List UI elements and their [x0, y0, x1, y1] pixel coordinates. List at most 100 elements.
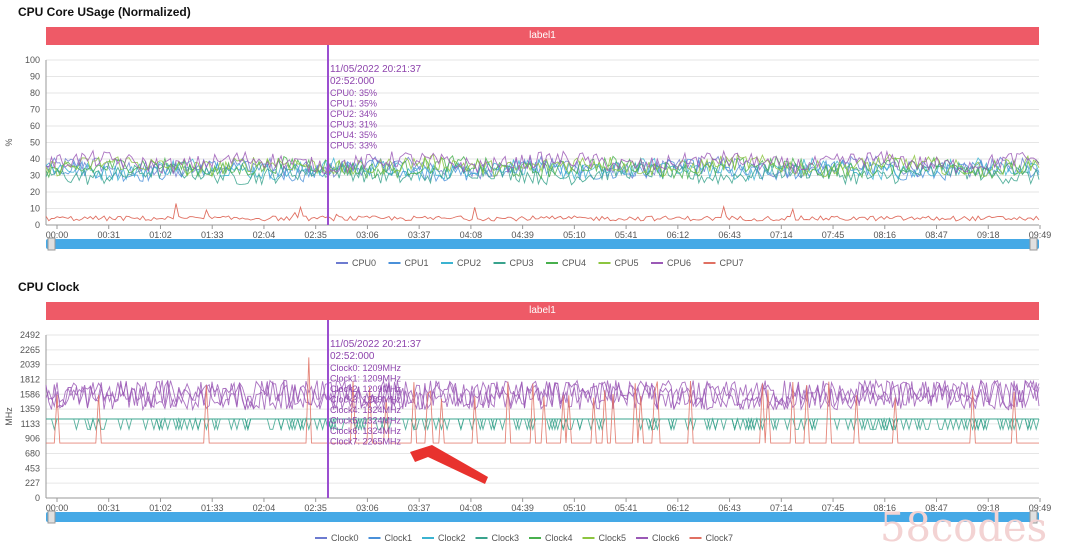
- legend-label-cpu0: CPU0: [352, 258, 376, 268]
- x-tick-label: 08:47: [925, 230, 948, 240]
- y-tick-label: 10: [30, 204, 40, 214]
- tooltip-date: 11/05/2022 20:21:37: [330, 64, 421, 75]
- x-tick-label: 04:39: [511, 230, 534, 240]
- y-tick-label: 2492: [20, 330, 40, 340]
- zoom-slider-track[interactable]: [46, 239, 1039, 249]
- x-tick-label: 03:06: [356, 503, 379, 513]
- series-line-clock6: [45, 379, 1040, 412]
- x-tick-label: 05:10: [563, 230, 586, 240]
- x-tick-label: 04:08: [460, 230, 483, 240]
- y-tick-label: 90: [30, 72, 40, 82]
- x-tick-label: 04:08: [460, 503, 483, 513]
- legend-label-clock0: Clock0: [331, 533, 359, 543]
- series-line-cpu5: [45, 153, 1040, 178]
- y-tick-label: 2265: [20, 345, 40, 355]
- legend-label-clock2: Clock2: [438, 533, 466, 543]
- x-tick-label: 02:04: [253, 230, 276, 240]
- x-tick-label: 01:02: [149, 230, 172, 240]
- y-tick-label: 60: [30, 121, 40, 131]
- watermark: 58codes: [880, 505, 1048, 551]
- y-tick-label: 1359: [20, 404, 40, 414]
- x-tick-label: 03:06: [356, 230, 379, 240]
- zoom-handle-right[interactable]: [1029, 510, 1038, 524]
- x-tick-label: 00:31: [97, 503, 120, 513]
- tooltip-line: Clock4: 1324MHz: [330, 405, 402, 415]
- legend-label-cpu1: CPU1: [405, 258, 429, 268]
- chart-title-cpu-usage: CPU Core USage (Normalized): [18, 5, 191, 19]
- x-tick-label: 09:49: [1029, 230, 1052, 240]
- tooltip-line: CPU5: 33%: [330, 141, 377, 151]
- y-tick-label: 20: [30, 187, 40, 197]
- y-tick-label: 100: [25, 55, 40, 65]
- chart-title-cpu-clock: CPU Clock: [18, 280, 80, 294]
- y-tick-label: 1586: [20, 389, 40, 399]
- tooltip-line: Clock3: 1209MHz: [330, 395, 402, 405]
- x-tick-label: 08:16: [874, 503, 897, 513]
- x-tick-label: 09:49: [1029, 503, 1052, 513]
- y-tick-label: 0: [35, 220, 40, 230]
- y-tick-label: 0: [35, 493, 40, 503]
- y-tick-label: 1133: [21, 419, 40, 429]
- legend-label-clock4: Clock4: [545, 533, 573, 543]
- label-bar-cpu-usage: label1: [46, 27, 1039, 45]
- tooltip-line: Clock5: 1324MHz: [330, 416, 402, 426]
- x-tick-label: 02:35: [304, 230, 327, 240]
- x-tick-label: 06:43: [718, 503, 741, 513]
- label-bar-cpu-clock: label1: [46, 302, 1039, 320]
- legend-label-cpu7: CPU7: [720, 258, 744, 268]
- x-tick-label: 07:14: [770, 230, 793, 240]
- x-tick-label: 07:45: [822, 230, 845, 240]
- zoom-slider-track[interactable]: [46, 512, 1039, 522]
- legend-label-clock1: Clock1: [385, 533, 413, 543]
- zoom-handle-right[interactable]: [1029, 237, 1038, 251]
- tooltip-line: Clock1: 1209MHz: [330, 374, 402, 384]
- legend-label-cpu5: CPU5: [615, 258, 639, 268]
- x-tick-label: 06:12: [667, 230, 690, 240]
- x-tick-label: 01:33: [201, 230, 224, 240]
- y-tick-label: 70: [30, 105, 40, 115]
- x-tick-label: 05:41: [615, 503, 638, 513]
- y-tick-label: 30: [30, 171, 40, 181]
- tooltip-line: Clock6: 1324MHz: [330, 426, 402, 436]
- tooltip-line: CPU3: 31%: [330, 120, 377, 130]
- x-tick-label: 01:33: [201, 503, 224, 513]
- legend-label-clock6: Clock6: [652, 533, 680, 543]
- x-tick-label: 04:39: [511, 503, 534, 513]
- y-tick-label: 1812: [20, 374, 40, 384]
- tooltip-line: Clock0: 1209MHz: [330, 363, 402, 373]
- series-line-cpu6: [45, 149, 1040, 175]
- y-tick-label: 906: [25, 434, 40, 444]
- x-tick-label: 07:45: [822, 503, 845, 513]
- x-tick-label: 05:10: [563, 503, 586, 513]
- tooltip-line: Clock7: 2265MHz: [330, 437, 402, 447]
- x-tick-label: 00:00: [46, 503, 69, 513]
- y-tick-label: 80: [30, 88, 40, 98]
- x-tick-label: 00:31: [97, 230, 120, 240]
- x-tick-label: 02:04: [253, 503, 276, 513]
- y-tick-label: 227: [25, 478, 40, 488]
- x-tick-label: 05:41: [615, 230, 638, 240]
- x-tick-label: 01:02: [149, 503, 172, 513]
- x-tick-label: 03:37: [408, 503, 431, 513]
- x-tick-label: 02:35: [304, 503, 327, 513]
- y-tick-label: 40: [30, 154, 40, 164]
- legend-label-clock5: Clock5: [599, 533, 627, 543]
- x-tick-label: 06:12: [667, 503, 690, 513]
- zoom-handle-left[interactable]: [47, 510, 56, 524]
- tooltip-line: CPU4: 35%: [330, 130, 377, 140]
- x-tick-label: 00:00: [46, 230, 69, 240]
- series-line-cpu1: [45, 158, 1040, 183]
- zoom-handle-left[interactable]: [47, 237, 56, 251]
- y-axis-label: MHz: [4, 407, 14, 426]
- series-line-cpu2: [45, 156, 1040, 182]
- x-tick-label: 09:18: [977, 230, 1000, 240]
- series-line-cpu7: [45, 203, 1040, 222]
- tooltip-line: CPU1: 35%: [330, 99, 377, 109]
- x-tick-label: 08:47: [925, 503, 948, 513]
- x-tick-label: 06:43: [718, 230, 741, 240]
- x-tick-label: 03:37: [408, 230, 431, 240]
- tooltip-line: Clock2: 1209MHz: [330, 384, 402, 394]
- y-tick-label: 2039: [20, 360, 40, 370]
